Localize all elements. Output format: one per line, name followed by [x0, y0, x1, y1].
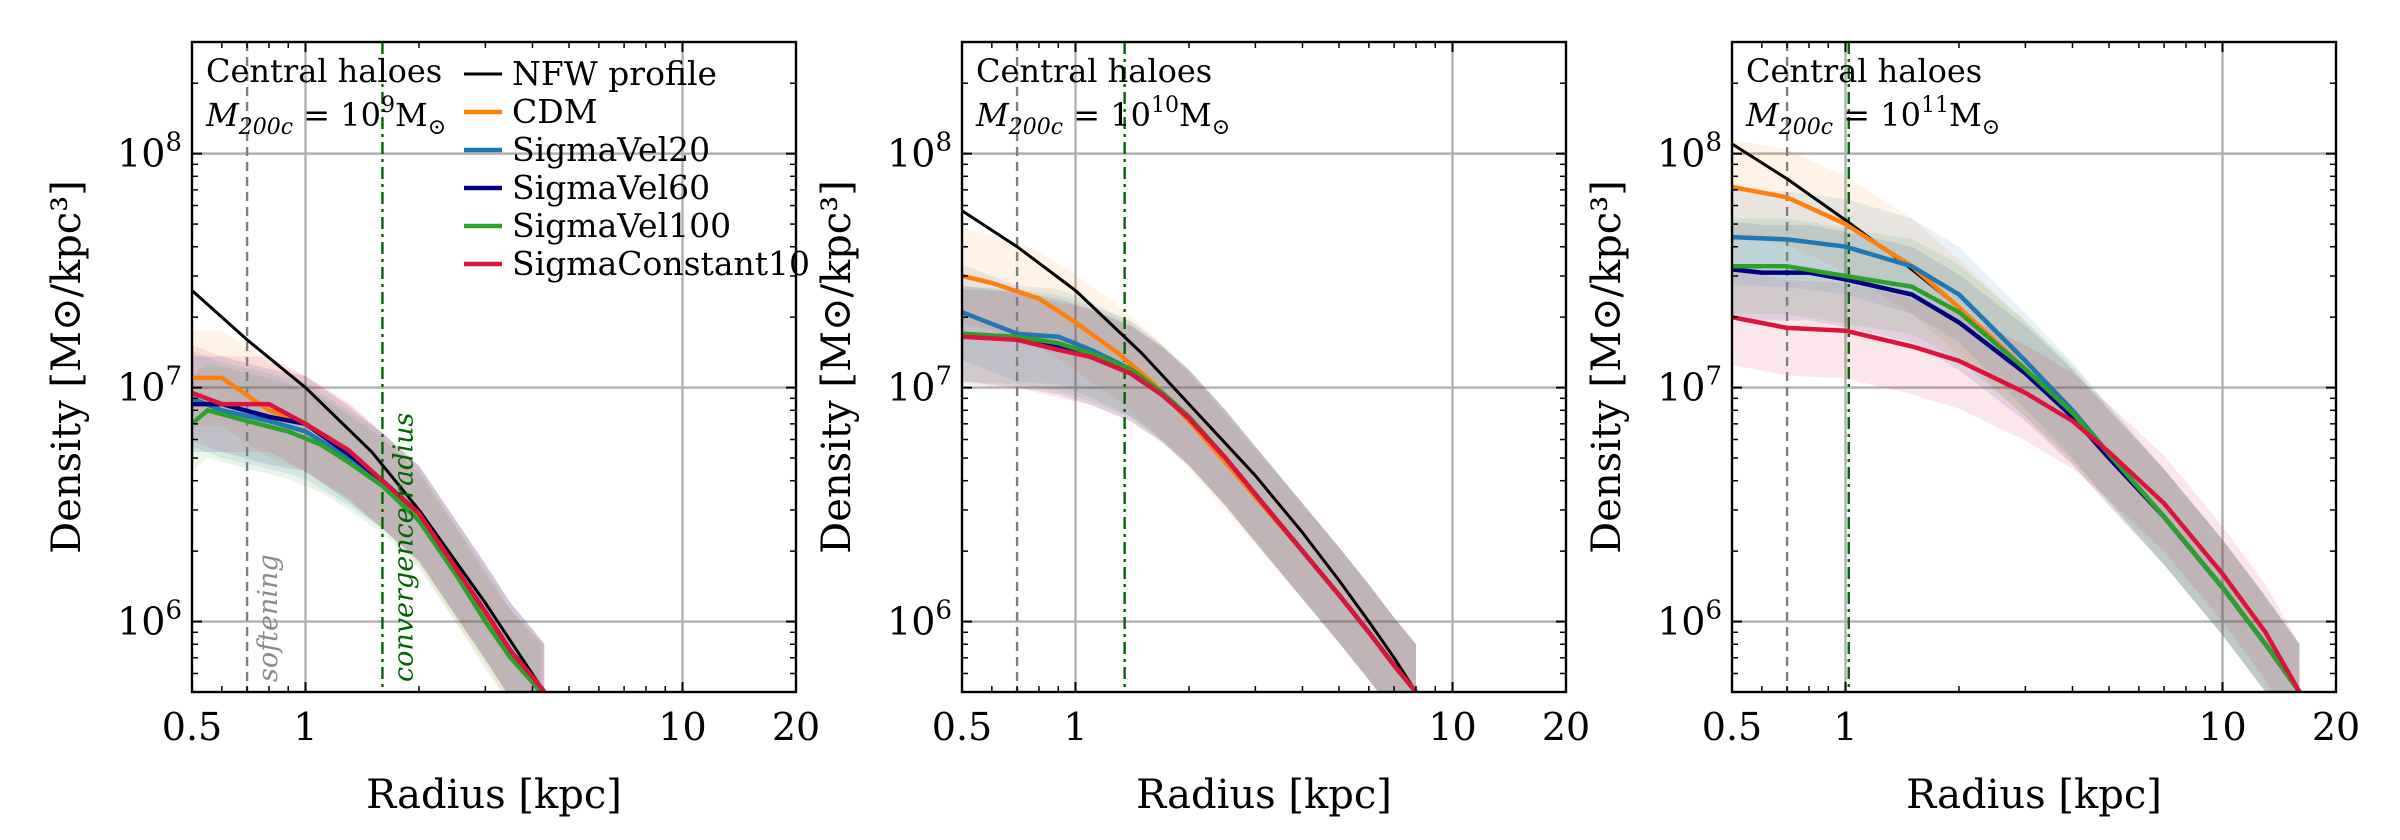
y-tick-label: 107	[887, 362, 952, 410]
scatter-band-sigmavel20	[962, 264, 1416, 692]
y-tick-label: 106	[887, 596, 952, 644]
x-tick-label: 1	[293, 705, 317, 749]
axes-frame	[190, 40, 798, 694]
legend: NFW profileCDMSigmaVel20SigmaVel60SigmaV…	[464, 54, 810, 283]
y-axis-label: Density [M⊙/kpc³]	[1584, 180, 1630, 554]
legend-label-sigmavel100: SigmaVel100	[512, 206, 731, 245]
x-tick-label: 0.5	[1702, 705, 1762, 749]
scatter-band-sigmavel60	[962, 285, 1416, 692]
y-tick-label: 108	[117, 128, 182, 176]
x-axis-label: Radius [kpc]	[1906, 772, 2162, 818]
x-tick-label: 10	[2198, 705, 2246, 749]
y-axis-label: Density [M⊙/kpc³]	[814, 180, 860, 554]
panel-title: Central haloes	[206, 52, 442, 90]
panel-title: Central haloes	[1746, 52, 1982, 90]
panel-mass-label: M200c = 1010M⊙	[975, 93, 1230, 140]
panel-2: 0.5 1 10 20 106 107 108 Radius [kpc] Density [M⊙…	[814, 40, 1590, 818]
legend-label-sigmavel20: SigmaVel20	[512, 130, 710, 169]
y-tick-label: 106	[1657, 596, 1722, 644]
x-axis-label: Radius [kpc]	[1136, 772, 1392, 818]
axes-frame	[1730, 40, 2338, 694]
x-tick-label: 20	[2312, 705, 2360, 749]
x-tick-label: 20	[772, 705, 820, 749]
scatter-band-sigmavel100	[192, 362, 541, 692]
y-tick-label: 107	[117, 362, 182, 410]
y-tick-label: 108	[1657, 128, 1722, 176]
legend-label-sigmavel60: SigmaVel60	[512, 168, 710, 207]
x-tick-label: 20	[1542, 705, 1590, 749]
x-tick-label: 10	[658, 705, 706, 749]
softening-label: softening	[253, 554, 284, 682]
plot-area	[192, 42, 547, 692]
legend-label-sigmaconstant10: SigmaConstant10	[512, 244, 810, 283]
scatter-band-sigmaconstant10	[1732, 269, 2300, 692]
panel-title: Central haloes	[976, 52, 1212, 90]
y-tick-label: 107	[1657, 362, 1722, 410]
x-tick-label: 0.5	[932, 705, 992, 749]
x-tick-label: 10	[1428, 705, 1476, 749]
axes-frame	[960, 40, 1568, 694]
y-axis-label: Density [M⊙/kpc³]	[44, 180, 90, 554]
legend-label-nfw profile: NFW profile	[512, 54, 717, 93]
x-tick-label: 0.5	[162, 705, 222, 749]
panel-mass-label: M200c = 109M⊙	[205, 93, 446, 140]
series-line-sigmavel100	[1732, 264, 2302, 692]
series-line-nfw profile	[962, 209, 1418, 692]
x-tick-label: 1	[1063, 705, 1087, 749]
series-line-sigmaconstant10	[192, 390, 547, 692]
convergence-label: convergence radius	[388, 413, 419, 682]
series-line-sigmaconstant10	[1732, 314, 2302, 692]
scatter-band-sigmavel100	[962, 285, 1416, 692]
panel-1: softening convergence radius 0.5 1 10 20 106 10…	[44, 40, 820, 818]
scatter-band-sigmaconstant10	[192, 345, 545, 692]
x-axis-label: Radius [kpc]	[366, 772, 622, 818]
scatter-band-sigmavel20	[192, 350, 545, 692]
y-tick-label: 108	[887, 128, 952, 176]
x-tick-label: 1	[1833, 705, 1857, 749]
panel-mass-label: M200c = 1011M⊙	[1745, 93, 2000, 140]
y-tick-label: 106	[117, 596, 182, 644]
series-line-nfw profile	[192, 289, 546, 692]
plot-area	[1732, 42, 2302, 692]
scatter-band-sigmaconstant10	[962, 289, 1416, 692]
series-line-sigmaconstant10	[962, 334, 1418, 692]
scatter-band-sigmavel60	[192, 356, 545, 692]
scatter-band-cdm	[1732, 139, 2300, 692]
legend-label-cdm: CDM	[512, 92, 598, 131]
plot-area	[962, 42, 1418, 692]
panel-3: 0.5 1 10 20 106 107 108 Radius [kpc] Density [M⊙…	[1584, 40, 2360, 818]
series-line-sigmavel100	[192, 408, 543, 692]
